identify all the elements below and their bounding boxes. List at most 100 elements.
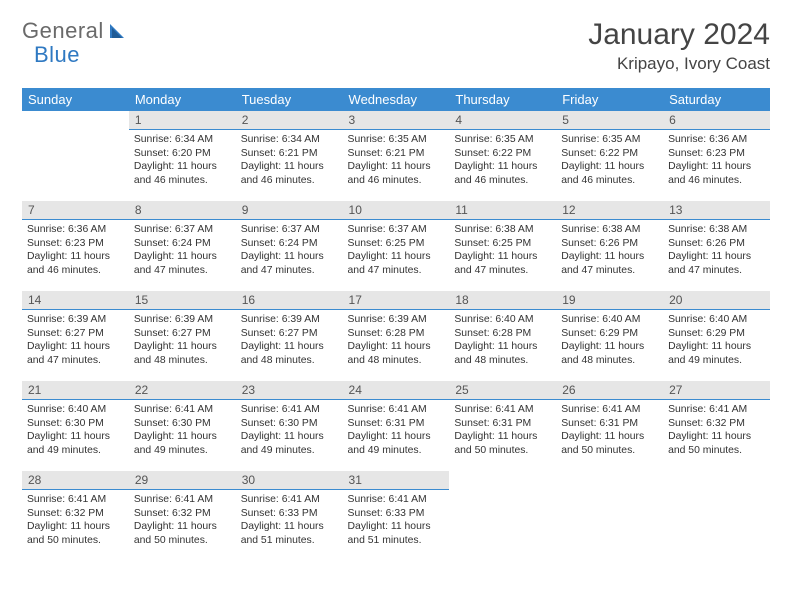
day-details: Sunrise: 6:41 AMSunset: 6:32 PMDaylight:…: [22, 490, 129, 554]
header: General January 2024 Kripayo, Ivory Coas…: [22, 18, 770, 74]
day-details: Sunrise: 6:37 AMSunset: 6:24 PMDaylight:…: [129, 220, 236, 284]
calendar-table: SundayMondayTuesdayWednesdayThursdayFrid…: [22, 88, 770, 561]
day-number: 27: [663, 381, 770, 400]
day-number: 24: [343, 381, 450, 400]
calendar-week-row: 21Sunrise: 6:40 AMSunset: 6:30 PMDayligh…: [22, 381, 770, 471]
day-number: 18: [449, 291, 556, 310]
day-number: 1: [129, 111, 236, 130]
calendar-day-cell: 25Sunrise: 6:41 AMSunset: 6:31 PMDayligh…: [449, 381, 556, 471]
day-number: 3: [343, 111, 450, 130]
calendar-day-cell: 24Sunrise: 6:41 AMSunset: 6:31 PMDayligh…: [343, 381, 450, 471]
weekday-header: Friday: [556, 88, 663, 111]
logo-text-blue: Blue: [34, 42, 80, 68]
calendar-day-cell: 1Sunrise: 6:34 AMSunset: 6:20 PMDaylight…: [129, 111, 236, 201]
calendar-day-cell: 13Sunrise: 6:38 AMSunset: 6:26 PMDayligh…: [663, 201, 770, 291]
logo-text-general: General: [22, 18, 104, 44]
weekday-header: Sunday: [22, 88, 129, 111]
day-details: Sunrise: 6:35 AMSunset: 6:22 PMDaylight:…: [556, 130, 663, 194]
calendar-day-cell: 3Sunrise: 6:35 AMSunset: 6:21 PMDaylight…: [343, 111, 450, 201]
calendar-day-cell: ..: [556, 471, 663, 561]
calendar-day-cell: 8Sunrise: 6:37 AMSunset: 6:24 PMDaylight…: [129, 201, 236, 291]
day-details: Sunrise: 6:41 AMSunset: 6:31 PMDaylight:…: [556, 400, 663, 464]
day-number: 6: [663, 111, 770, 130]
calendar-day-cell: ..: [449, 471, 556, 561]
calendar-day-cell: 18Sunrise: 6:40 AMSunset: 6:28 PMDayligh…: [449, 291, 556, 381]
day-details: Sunrise: 6:37 AMSunset: 6:24 PMDaylight:…: [236, 220, 343, 284]
day-number: 5: [556, 111, 663, 130]
day-number: 8: [129, 201, 236, 220]
calendar-day-cell: 16Sunrise: 6:39 AMSunset: 6:27 PMDayligh…: [236, 291, 343, 381]
calendar-day-cell: 2Sunrise: 6:34 AMSunset: 6:21 PMDaylight…: [236, 111, 343, 201]
day-details: Sunrise: 6:38 AMSunset: 6:25 PMDaylight:…: [449, 220, 556, 284]
calendar-day-cell: 7Sunrise: 6:36 AMSunset: 6:23 PMDaylight…: [22, 201, 129, 291]
logo-sail-icon: [108, 22, 130, 40]
calendar-day-cell: 6Sunrise: 6:36 AMSunset: 6:23 PMDaylight…: [663, 111, 770, 201]
calendar-day-cell: 17Sunrise: 6:39 AMSunset: 6:28 PMDayligh…: [343, 291, 450, 381]
calendar-day-cell: 20Sunrise: 6:40 AMSunset: 6:29 PMDayligh…: [663, 291, 770, 381]
calendar-day-cell: 31Sunrise: 6:41 AMSunset: 6:33 PMDayligh…: [343, 471, 450, 561]
day-number: 16: [236, 291, 343, 310]
day-number: 30: [236, 471, 343, 490]
day-details: Sunrise: 6:41 AMSunset: 6:30 PMDaylight:…: [236, 400, 343, 464]
calendar-day-cell: 28Sunrise: 6:41 AMSunset: 6:32 PMDayligh…: [22, 471, 129, 561]
day-number: 11: [449, 201, 556, 220]
day-details: Sunrise: 6:41 AMSunset: 6:31 PMDaylight:…: [449, 400, 556, 464]
day-details: Sunrise: 6:40 AMSunset: 6:29 PMDaylight:…: [663, 310, 770, 374]
day-details: Sunrise: 6:39 AMSunset: 6:27 PMDaylight:…: [22, 310, 129, 374]
location-text: Kripayo, Ivory Coast: [588, 54, 770, 74]
calendar-week-row: 14Sunrise: 6:39 AMSunset: 6:27 PMDayligh…: [22, 291, 770, 381]
day-details: Sunrise: 6:39 AMSunset: 6:27 PMDaylight:…: [236, 310, 343, 374]
calendar-day-cell: 10Sunrise: 6:37 AMSunset: 6:25 PMDayligh…: [343, 201, 450, 291]
calendar-day-cell: 15Sunrise: 6:39 AMSunset: 6:27 PMDayligh…: [129, 291, 236, 381]
calendar-day-cell: 26Sunrise: 6:41 AMSunset: 6:31 PMDayligh…: [556, 381, 663, 471]
day-details: Sunrise: 6:41 AMSunset: 6:32 PMDaylight:…: [129, 490, 236, 554]
day-details: Sunrise: 6:41 AMSunset: 6:33 PMDaylight:…: [343, 490, 450, 554]
day-number: 25: [449, 381, 556, 400]
day-number: 4: [449, 111, 556, 130]
day-details: Sunrise: 6:41 AMSunset: 6:33 PMDaylight:…: [236, 490, 343, 554]
weekday-header: Tuesday: [236, 88, 343, 111]
weekday-header: Monday: [129, 88, 236, 111]
day-details: Sunrise: 6:41 AMSunset: 6:31 PMDaylight:…: [343, 400, 450, 464]
calendar-day-cell: 22Sunrise: 6:41 AMSunset: 6:30 PMDayligh…: [129, 381, 236, 471]
calendar-week-row: 28Sunrise: 6:41 AMSunset: 6:32 PMDayligh…: [22, 471, 770, 561]
calendar-day-cell: ..: [22, 111, 129, 201]
day-details: Sunrise: 6:35 AMSunset: 6:21 PMDaylight:…: [343, 130, 450, 194]
day-number: 15: [129, 291, 236, 310]
day-number: 21: [22, 381, 129, 400]
weekday-header: Saturday: [663, 88, 770, 111]
day-number: 10: [343, 201, 450, 220]
day-details: Sunrise: 6:37 AMSunset: 6:25 PMDaylight:…: [343, 220, 450, 284]
calendar-week-row: 7Sunrise: 6:36 AMSunset: 6:23 PMDaylight…: [22, 201, 770, 291]
day-details: Sunrise: 6:41 AMSunset: 6:32 PMDaylight:…: [663, 400, 770, 464]
calendar-day-cell: 9Sunrise: 6:37 AMSunset: 6:24 PMDaylight…: [236, 201, 343, 291]
calendar-day-cell: 27Sunrise: 6:41 AMSunset: 6:32 PMDayligh…: [663, 381, 770, 471]
day-number: 12: [556, 201, 663, 220]
day-details: Sunrise: 6:39 AMSunset: 6:27 PMDaylight:…: [129, 310, 236, 374]
day-details: Sunrise: 6:39 AMSunset: 6:28 PMDaylight:…: [343, 310, 450, 374]
calendar-day-cell: 30Sunrise: 6:41 AMSunset: 6:33 PMDayligh…: [236, 471, 343, 561]
day-number: 7: [22, 201, 129, 220]
calendar-week-row: ..1Sunrise: 6:34 AMSunset: 6:20 PMDaylig…: [22, 111, 770, 201]
day-details: Sunrise: 6:38 AMSunset: 6:26 PMDaylight:…: [556, 220, 663, 284]
day-details: Sunrise: 6:38 AMSunset: 6:26 PMDaylight:…: [663, 220, 770, 284]
calendar-day-cell: 29Sunrise: 6:41 AMSunset: 6:32 PMDayligh…: [129, 471, 236, 561]
day-details: Sunrise: 6:34 AMSunset: 6:20 PMDaylight:…: [129, 130, 236, 194]
logo-line2: Blue: [34, 42, 80, 68]
weekday-header: Wednesday: [343, 88, 450, 111]
calendar-day-cell: ..: [663, 471, 770, 561]
day-number: 19: [556, 291, 663, 310]
day-number: 29: [129, 471, 236, 490]
day-details: Sunrise: 6:34 AMSunset: 6:21 PMDaylight:…: [236, 130, 343, 194]
day-number: 9: [236, 201, 343, 220]
day-number: 14: [22, 291, 129, 310]
calendar-day-cell: 21Sunrise: 6:40 AMSunset: 6:30 PMDayligh…: [22, 381, 129, 471]
day-details: Sunrise: 6:40 AMSunset: 6:30 PMDaylight:…: [22, 400, 129, 464]
day-number: 26: [556, 381, 663, 400]
calendar-body: ..1Sunrise: 6:34 AMSunset: 6:20 PMDaylig…: [22, 111, 770, 561]
logo: General: [22, 18, 130, 44]
calendar-day-cell: 5Sunrise: 6:35 AMSunset: 6:22 PMDaylight…: [556, 111, 663, 201]
day-number: 23: [236, 381, 343, 400]
day-number: 20: [663, 291, 770, 310]
day-number: 28: [22, 471, 129, 490]
